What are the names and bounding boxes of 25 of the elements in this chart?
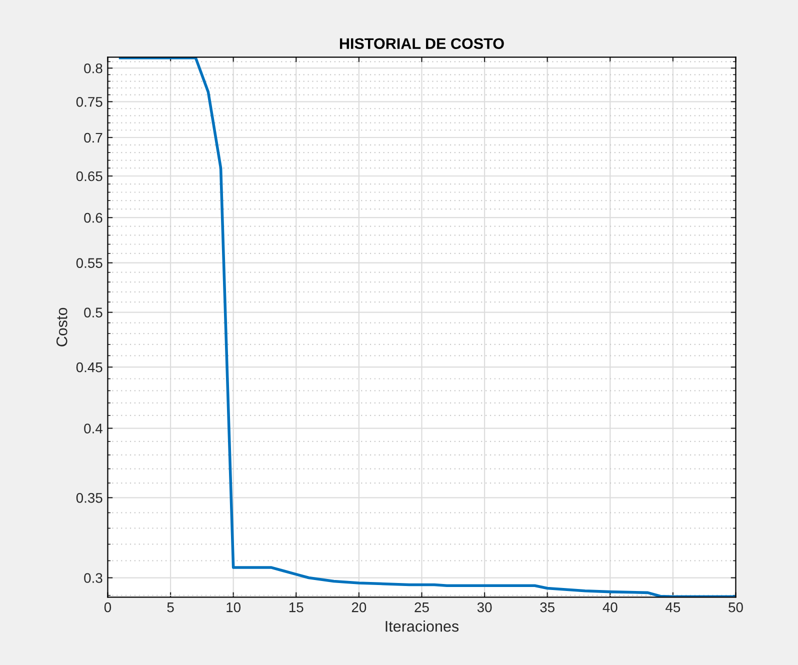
x-tick-label: 20 (352, 602, 366, 612)
x-tick-label: 35 (540, 602, 554, 612)
y-tick-label: 0.4 (84, 424, 102, 434)
x-tick-label: 40 (602, 602, 618, 612)
x-tick-label: 10 (226, 602, 241, 612)
x-tick-label: 25 (414, 602, 429, 612)
y-tick-label: 0.65 (76, 171, 102, 182)
y-tick-label: 0.35 (76, 492, 102, 503)
y-tick-label: 0.6 (84, 212, 102, 223)
y-tick-label: 0.75 (76, 96, 102, 107)
x-tick-label: 0 (104, 602, 112, 612)
y-axis-title: Costo (56, 308, 68, 346)
y-tick-label: 0.45 (76, 362, 102, 372)
x-tick-label: 45 (666, 602, 680, 612)
y-tick-label: 0.7 (84, 132, 102, 143)
x-tick-label: 15 (289, 602, 304, 612)
y-tick-label: 0.5 (84, 308, 102, 318)
x-axis-title: Iteraciones (386, 620, 459, 632)
chart-title: HISTORIAL DE COSTO (340, 38, 504, 50)
y-tick-label: 0.3 (84, 573, 102, 583)
x-tick-label: 5 (167, 602, 174, 612)
y-tick-label: 0.8 (84, 63, 102, 74)
x-tick-label: 30 (477, 602, 492, 612)
y-tick-label: 0.55 (76, 258, 102, 268)
x-tick-label: 50 (728, 602, 743, 612)
